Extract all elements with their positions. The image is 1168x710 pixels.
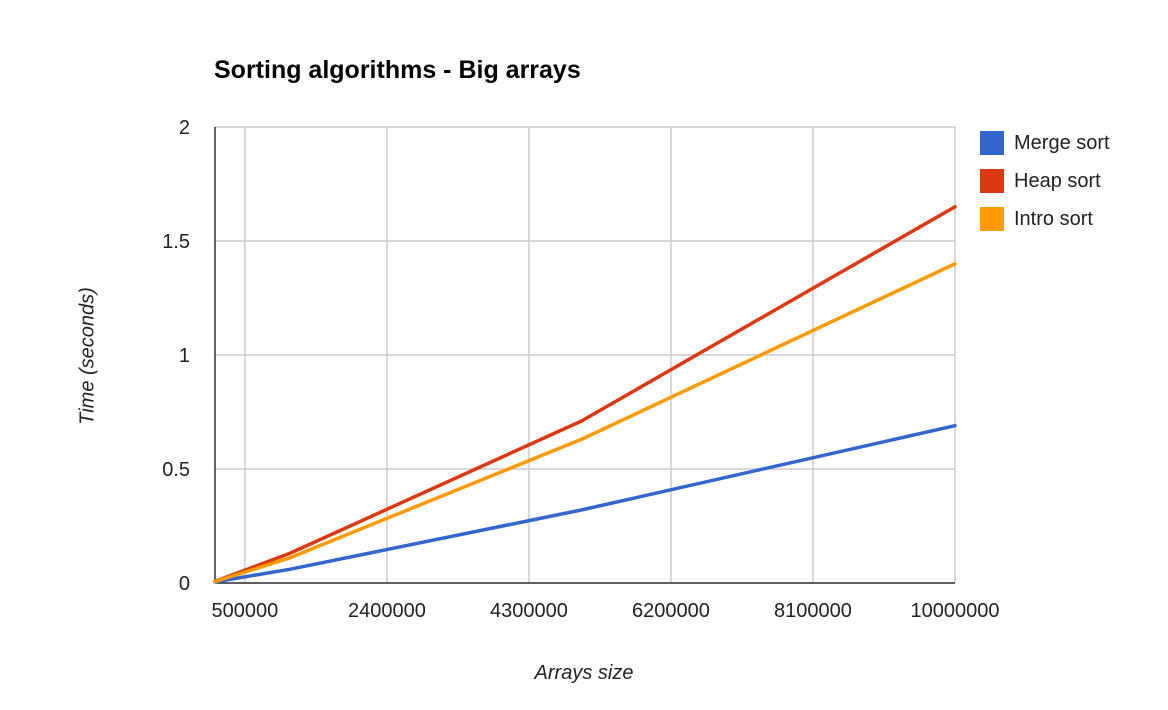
y-tick-label: 2 <box>179 117 190 139</box>
legend-item-heap-sort[interactable]: Heap sort <box>980 162 1110 200</box>
x-tick-label: 500000 <box>212 600 279 622</box>
legend-label: Intro sort <box>1014 207 1093 230</box>
legend-item-intro-sort[interactable]: Intro sort <box>980 200 1110 238</box>
series-line <box>213 205 957 584</box>
y-tick-label: 1 <box>179 345 190 367</box>
series-line <box>213 423 957 584</box>
x-tick-label: 4300000 <box>490 600 568 622</box>
chart-title: Sorting algorithms - Big arrays <box>214 56 581 84</box>
x-tick-label: 2400000 <box>348 600 426 622</box>
legend-swatch <box>980 207 1004 231</box>
legend-swatch <box>980 131 1004 155</box>
y-tick-label: 0.5 <box>162 459 190 481</box>
x-axis-title: Arrays size <box>534 662 634 684</box>
x-tick-label: 10000000 <box>911 600 1000 622</box>
legend-swatch <box>980 169 1004 193</box>
y-tick-label: 1.5 <box>162 231 190 253</box>
y-tick-label: 0 <box>179 573 190 595</box>
legend-item-merge-sort[interactable]: Merge sort <box>980 124 1110 162</box>
series-line <box>213 262 957 584</box>
legend-label: Merge sort <box>1014 131 1110 154</box>
x-tick-label: 6200000 <box>632 600 710 622</box>
legend: Merge sort Heap sort Intro sort <box>980 124 1110 238</box>
x-tick-label: 8100000 <box>774 600 852 622</box>
legend-label: Heap sort <box>1014 169 1101 192</box>
